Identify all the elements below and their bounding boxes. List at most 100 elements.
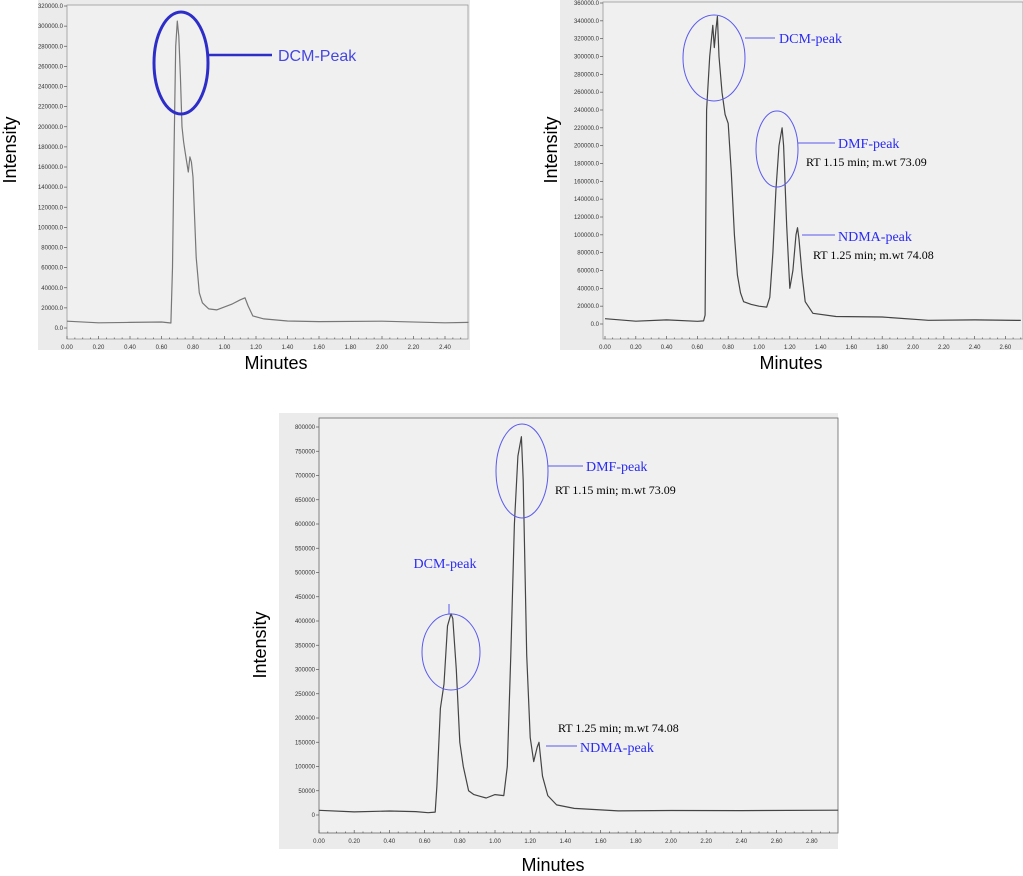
y-tick-label: 340000.0	[574, 19, 600, 25]
chart-2-dmf-ellipse	[755, 110, 799, 188]
y-tick-label: 160000.0	[38, 165, 64, 171]
chart-2-dcm-ellipse	[682, 14, 746, 102]
y-tick-label: 100000.0	[38, 225, 64, 231]
x-tick-label: 2.40	[736, 839, 748, 845]
x-tick-label: 0.20	[93, 345, 105, 351]
y-tick-label: 800000	[295, 425, 316, 431]
y-tick-label: 650000	[295, 498, 316, 504]
y-tick-label: 120000.0	[574, 215, 600, 221]
y-tick-label: 300000.0	[38, 24, 64, 30]
chart-2-xlabel: Minutes	[759, 353, 822, 373]
y-tick-label: 280000.0	[574, 72, 600, 78]
y-tick-label: 140000.0	[38, 185, 64, 191]
x-tick-label: 0.80	[454, 839, 466, 845]
y-tick-label: 120000.0	[38, 205, 64, 211]
y-tick-label: 240000.0	[574, 108, 600, 114]
chart-2-dmf-label: DMF-peak	[838, 137, 899, 152]
chart-3-dmf-ellipse	[495, 423, 549, 519]
x-tick-label: 1.60	[846, 345, 858, 351]
chart-3-dmf-detail: RT 1.15 min; m.wt 73.09	[555, 483, 676, 497]
y-tick-label: 220000.0	[574, 126, 600, 132]
chart-2-series-line	[604, 15, 1021, 322]
chart-2-dmf-detail: RT 1.15 min; m.wt 73.09	[806, 155, 927, 169]
chart-1-plot-area	[66, 4, 469, 340]
y-tick-label: 360000.0	[574, 1, 600, 7]
x-tick-label: 1.00	[489, 839, 501, 845]
y-tick-label: 40000.0	[577, 286, 599, 292]
chart-3-dcm-ellipse	[421, 613, 481, 691]
y-tick-label: 140000.0	[574, 197, 600, 203]
x-tick-label: 1.40	[560, 839, 572, 845]
chart-3-ylabel: Intensity	[250, 611, 270, 678]
y-tick-label: 100000.0	[574, 233, 600, 239]
x-tick-label: 2.60	[771, 839, 783, 845]
x-tick-label: 0.40	[384, 839, 396, 845]
y-tick-label: 350000	[295, 643, 316, 649]
x-tick-label: 1.00	[753, 345, 765, 351]
x-tick-label: 1.80	[630, 839, 642, 845]
y-tick-label: 200000.0	[38, 125, 64, 131]
y-tick-label: 180000.0	[38, 145, 64, 151]
y-tick-label: 200000	[295, 716, 316, 722]
chart-3-ndma-label: NDMA-peak	[580, 741, 654, 756]
chart-3-xlabel: Minutes	[521, 855, 584, 875]
x-tick-label: 1.20	[524, 839, 536, 845]
chart-2-plot-area	[602, 1, 1023, 340]
chart-3: 0 50000 100000 150000 200000 250000 300000 3500…	[250, 413, 839, 875]
x-tick-label: 0.60	[156, 345, 168, 351]
chart-1-dcm-ellipse	[152, 10, 210, 116]
y-tick-label: 0.0	[55, 326, 64, 332]
y-tick-label: 20000.0	[41, 306, 63, 312]
chart-2-ndma-label: NDMA-peak	[838, 230, 912, 245]
y-tick-label: 0.0	[591, 322, 600, 328]
x-tick-label: 2.20	[408, 345, 420, 351]
y-tick-label: 550000	[295, 546, 316, 552]
x-tick-label: 1.80	[876, 345, 888, 351]
x-tick-label: 2.00	[376, 345, 388, 351]
x-tick-label: 2.40	[439, 345, 451, 351]
x-tick-label: 1.40	[282, 345, 294, 351]
y-tick-label: 80000.0	[577, 251, 599, 257]
chart-3-dmf-label: DMF-peak	[586, 460, 647, 475]
x-tick-label: 2.40	[969, 345, 981, 351]
x-tick-label: 2.00	[665, 839, 677, 845]
x-tick-label: 0.00	[599, 345, 611, 351]
x-tick-label: 1.20	[784, 345, 796, 351]
chart-1-dcm-label: DCM-Peak	[278, 48, 357, 65]
y-tick-label: 180000.0	[574, 162, 600, 168]
x-tick-label: 1.00	[219, 345, 231, 351]
x-tick-label: 0.00	[313, 839, 325, 845]
y-tick-label: 260000.0	[38, 64, 64, 70]
y-tick-label: 80000.0	[41, 246, 63, 252]
chart-3-dcm-label: DCM-peak	[414, 557, 477, 572]
x-tick-label: 0.40	[124, 345, 136, 351]
y-tick-label: 450000	[295, 595, 316, 601]
y-tick-label: 20000.0	[577, 304, 599, 310]
y-tick-label: 750000	[295, 449, 316, 455]
y-tick-label: 500000	[295, 571, 316, 577]
chart-2: 0.0 20000.0 40000.0 60000.0 80000.0 100000.0 1…	[541, 0, 1023, 373]
y-tick-label: 160000.0	[574, 179, 600, 185]
x-tick-label: 0.60	[692, 345, 704, 351]
x-tick-label: 0.00	[61, 345, 73, 351]
chart-1-xlabel: Minutes	[244, 353, 307, 373]
chart-3-plot-area	[318, 417, 839, 834]
chart-2-dcm-label: DCM-peak	[779, 32, 842, 47]
y-tick-label: 240000.0	[38, 85, 64, 91]
x-tick-label: 2.00	[907, 345, 919, 351]
y-tick-label: 700000	[295, 474, 316, 480]
y-tick-label: 100000	[295, 765, 316, 771]
x-tick-label: 2.20	[700, 839, 712, 845]
y-tick-label: 0	[312, 813, 316, 819]
x-tick-label: 1.60	[595, 839, 607, 845]
x-tick-label: 0.60	[419, 839, 431, 845]
chart-2-ndma-detail: RT 1.25 min; m.wt 74.08	[813, 248, 934, 262]
x-tick-label: 0.80	[187, 345, 199, 351]
y-tick-label: 320000.0	[38, 4, 64, 10]
y-tick-label: 60000.0	[41, 266, 63, 272]
y-tick-label: 600000	[295, 522, 316, 528]
x-tick-label: 0.80	[722, 345, 734, 351]
x-tick-label: 0.20	[348, 839, 360, 845]
chart-3-series-line	[318, 436, 839, 814]
x-tick-label: 2.20	[938, 345, 950, 351]
